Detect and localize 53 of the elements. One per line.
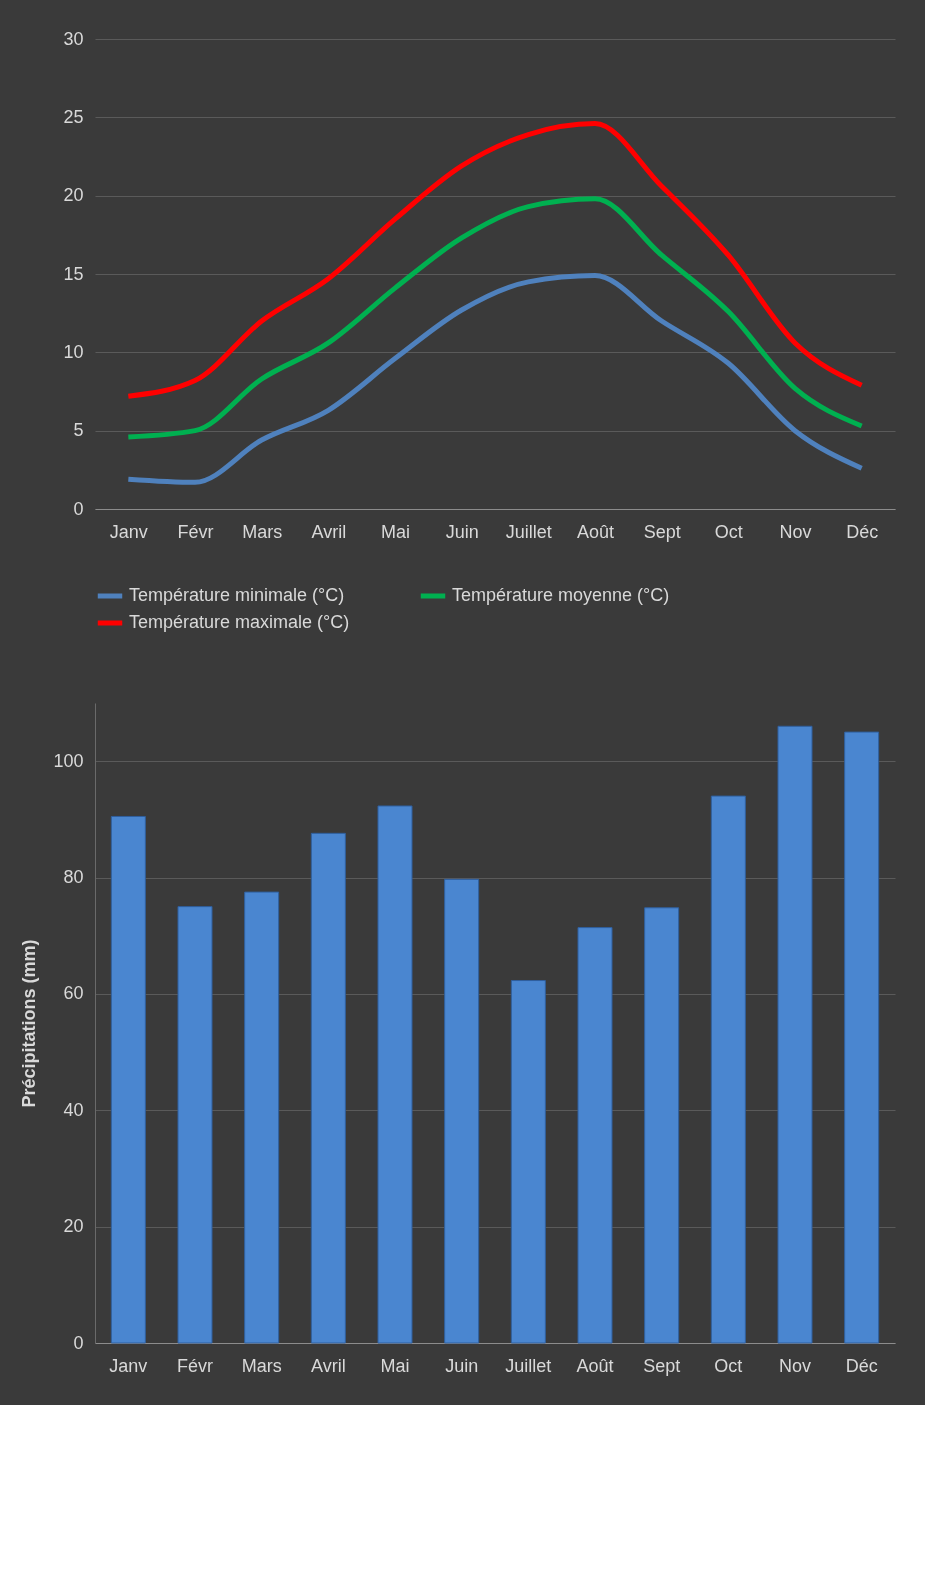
x-tick-label: Mars — [242, 521, 283, 542]
y-tick-label: 80 — [63, 867, 84, 888]
x-tick-label: Sept — [643, 1355, 681, 1376]
y-tick-label: 60 — [63, 983, 84, 1004]
x-tick-label: Juin — [445, 1355, 479, 1376]
x-tick-label: Mars — [241, 1355, 282, 1376]
x-tick-label: Sept — [643, 521, 681, 542]
y-tick-label: 5 — [73, 420, 84, 441]
x-tick-label: Nov — [779, 521, 812, 542]
x-tick-label: Avril — [311, 521, 347, 542]
y-tick-label: 100 — [53, 750, 84, 771]
y-tick-label: 20 — [63, 1216, 84, 1237]
x-tick-label: Mai — [380, 521, 411, 542]
x-tick-label: Déc — [845, 1355, 878, 1376]
y-axis-title: Précipitations (mm) — [19, 939, 40, 1108]
x-tick-label: Avril — [310, 1355, 346, 1376]
x-tick-label: Août — [576, 1355, 614, 1376]
bar — [310, 832, 346, 1344]
x-tick-label: Oct — [714, 521, 743, 542]
x-tick-label: Mai — [380, 1355, 410, 1376]
y-tick-label: 30 — [63, 28, 84, 49]
bar — [377, 805, 413, 1344]
x-tick-label: Oct — [714, 1355, 743, 1376]
legend-label: Température maximale (°C) — [129, 612, 350, 632]
x-tick-label: Août — [576, 521, 615, 542]
bar — [644, 907, 680, 1344]
y-tick-label: 40 — [63, 1099, 84, 1120]
x-tick-label: Janv — [109, 1355, 148, 1376]
bar — [577, 927, 613, 1344]
legend-label: Température moyenne (°C) — [452, 585, 670, 605]
y-tick-label: 15 — [63, 263, 84, 284]
y-tick-label: 0 — [73, 498, 84, 519]
y-tick-label: 20 — [63, 185, 84, 206]
x-tick-label: Janv — [109, 521, 148, 542]
x-tick-label: Juillet — [505, 1355, 552, 1376]
x-tick-label: Févr — [177, 521, 214, 542]
legend-label: Température minimale (°C) — [129, 585, 345, 605]
bar — [710, 795, 746, 1344]
bar — [244, 891, 280, 1344]
bar — [177, 906, 213, 1344]
x-tick-label: Déc — [846, 521, 879, 542]
bar — [510, 980, 546, 1344]
bar — [444, 878, 480, 1344]
y-tick-label: 10 — [63, 341, 84, 362]
bar — [844, 731, 880, 1344]
x-tick-label: Juin — [445, 521, 479, 542]
y-tick-label: 25 — [63, 106, 84, 127]
x-tick-label: Juillet — [505, 521, 552, 542]
x-tick-label: Févr — [177, 1355, 214, 1376]
x-tick-label: Nov — [778, 1355, 812, 1376]
y-tick-label: 0 — [73, 1332, 84, 1353]
bar — [777, 725, 813, 1344]
bar — [110, 815, 146, 1344]
